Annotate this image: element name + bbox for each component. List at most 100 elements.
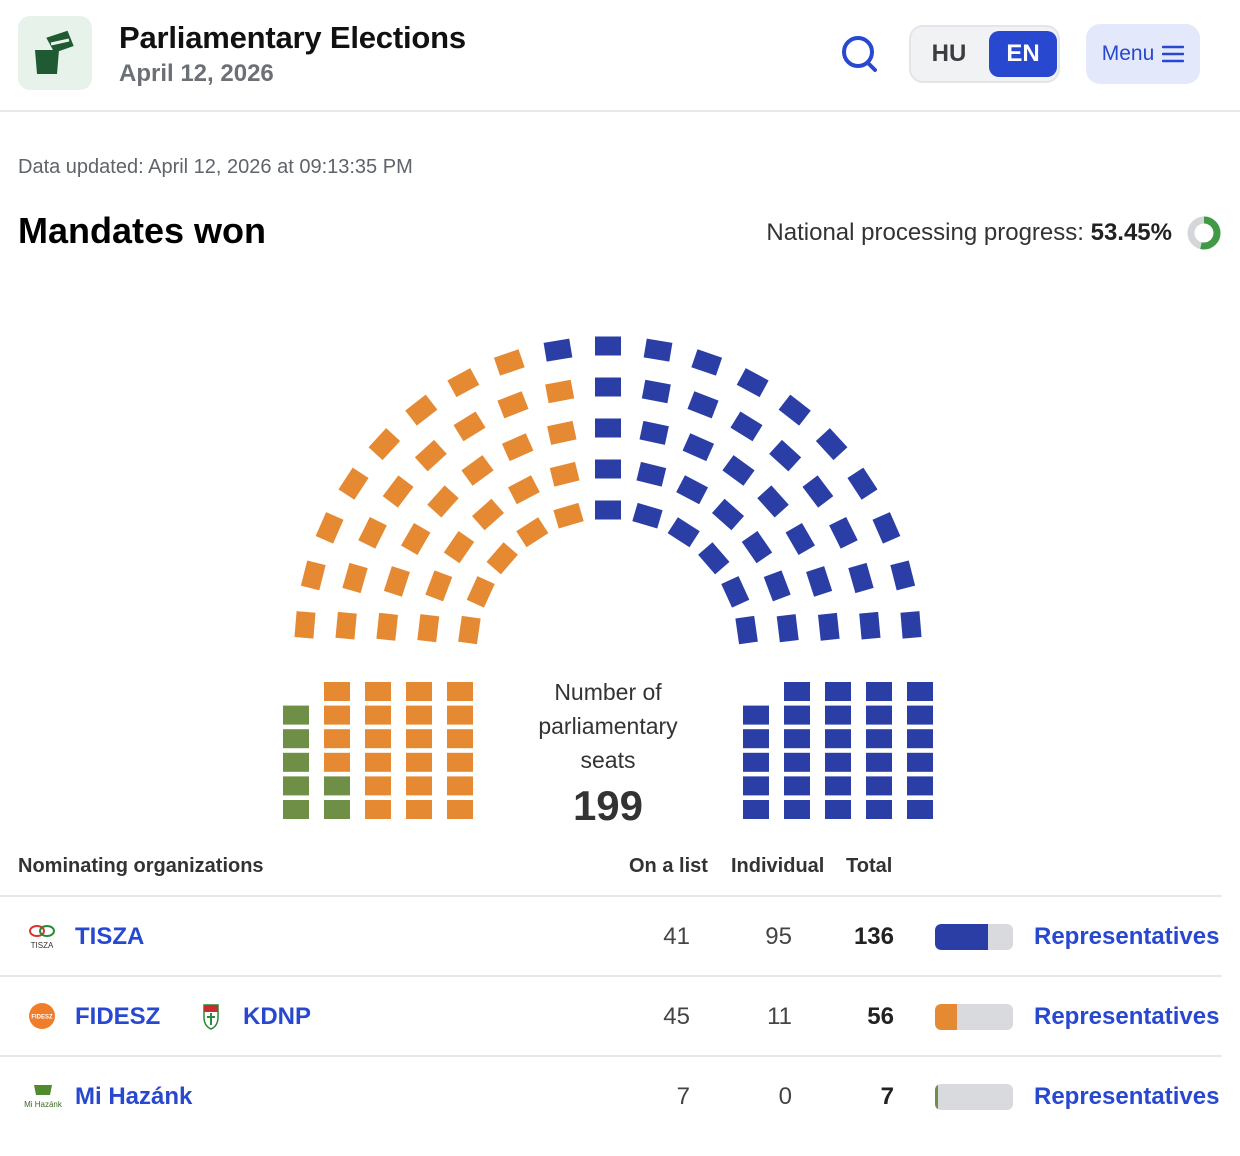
seat	[784, 682, 810, 701]
seat	[400, 522, 431, 555]
seat	[443, 531, 475, 564]
seat	[447, 729, 473, 749]
party-link-fidesz[interactable]: FIDESZ	[75, 1003, 161, 1030]
fidesz-logo-icon: FIDESZ	[29, 1003, 55, 1029]
seat	[486, 542, 518, 575]
page-header: Parliamentary Elections April 12, 2026 H…	[0, 0, 1240, 112]
progress-label: National processing progress:	[766, 219, 1084, 246]
seat	[414, 439, 447, 472]
hamburger-icon	[1162, 45, 1185, 63]
seat	[743, 705, 769, 725]
table-row: TISZA TISZA 41 95 136 Representatives	[0, 897, 1222, 977]
seat	[382, 475, 414, 508]
seat	[501, 433, 534, 462]
progress-value: 53.45%	[1090, 219, 1172, 246]
seat	[595, 500, 621, 520]
seat	[516, 517, 549, 548]
seat	[595, 377, 621, 397]
cell-on-list: 45	[663, 1003, 690, 1030]
seat	[545, 379, 575, 404]
parliament-seat-chart: Number of parliamentary seats 199	[283, 336, 933, 829]
seat	[829, 516, 858, 549]
party-link-tisza[interactable]: TISZA	[75, 923, 145, 950]
seat	[825, 752, 851, 772]
lang-hu-button[interactable]: HU	[931, 40, 967, 67]
seat	[682, 433, 715, 462]
seat	[721, 576, 750, 608]
seat	[493, 349, 525, 376]
share-bar	[935, 1084, 1013, 1110]
seat	[687, 391, 719, 419]
seat	[358, 516, 387, 549]
language-switch: HU EN	[909, 25, 1060, 83]
center-label-line-3: seats	[581, 747, 636, 773]
representatives-link[interactable]: Representatives	[1034, 923, 1220, 950]
cell-individual: 0	[778, 1083, 792, 1110]
seat	[405, 394, 438, 426]
seat	[324, 752, 350, 772]
seat	[711, 498, 745, 531]
seat	[907, 729, 933, 749]
tisza-logo-text: TISZA	[31, 941, 54, 950]
seat	[743, 752, 769, 772]
seat	[466, 576, 495, 608]
seat	[848, 562, 874, 594]
seat	[283, 705, 309, 725]
seat	[632, 502, 663, 529]
share-bar	[935, 1004, 1013, 1030]
seat	[335, 611, 357, 640]
party-link-mi-hazank[interactable]: Mi Hazánk	[75, 1083, 193, 1110]
seat	[447, 752, 473, 772]
total-seats-value: 199	[573, 782, 643, 829]
seat	[595, 459, 621, 479]
ballot-logo-icon[interactable]	[18, 16, 92, 90]
data-updated-text: Data updated: April 12, 2026 at 09:13:35…	[18, 156, 413, 178]
seat	[736, 368, 769, 398]
seat	[543, 338, 573, 362]
seat	[784, 729, 810, 749]
share-bar	[935, 924, 1013, 950]
seat	[641, 379, 671, 404]
seat	[872, 512, 901, 544]
lang-en-button[interactable]: EN	[989, 31, 1057, 77]
seat	[806, 566, 833, 597]
seat	[365, 800, 391, 819]
seat	[324, 776, 350, 796]
center-label-line-1: Number of	[554, 679, 662, 705]
seat	[866, 752, 892, 772]
seat	[817, 612, 840, 641]
seat	[365, 776, 391, 796]
menu-button[interactable]: Menu	[1086, 24, 1200, 84]
party-link-kdnp[interactable]: KDNP	[243, 1003, 312, 1030]
seat	[802, 475, 834, 508]
seat	[283, 800, 309, 819]
representatives-link[interactable]: Representatives	[1034, 1003, 1220, 1030]
table-row: FIDESZ FIDESZ KDNP 45 11 56 Representati…	[0, 977, 1222, 1057]
seat	[907, 682, 933, 701]
seat	[406, 752, 432, 772]
election-date: April 12, 2026	[119, 60, 274, 87]
seat	[365, 729, 391, 749]
seat	[406, 729, 432, 749]
seat	[907, 776, 933, 796]
seat	[825, 776, 851, 796]
seat	[866, 729, 892, 749]
seat	[866, 682, 892, 701]
representatives-link[interactable]: Representatives	[1034, 1083, 1220, 1110]
seat	[825, 800, 851, 819]
seat	[324, 705, 350, 725]
seat	[743, 729, 769, 749]
seat	[283, 776, 309, 796]
search-icon[interactable]	[838, 34, 882, 74]
seat	[847, 467, 878, 500]
seat	[338, 467, 369, 500]
seat	[283, 752, 309, 772]
col-header-list: On a list	[629, 855, 708, 877]
seat	[427, 485, 459, 518]
seat	[471, 498, 505, 531]
cell-total: 56	[867, 1003, 894, 1030]
seat	[453, 411, 486, 442]
seat	[553, 502, 584, 529]
seat	[342, 562, 368, 594]
seat	[769, 439, 802, 472]
